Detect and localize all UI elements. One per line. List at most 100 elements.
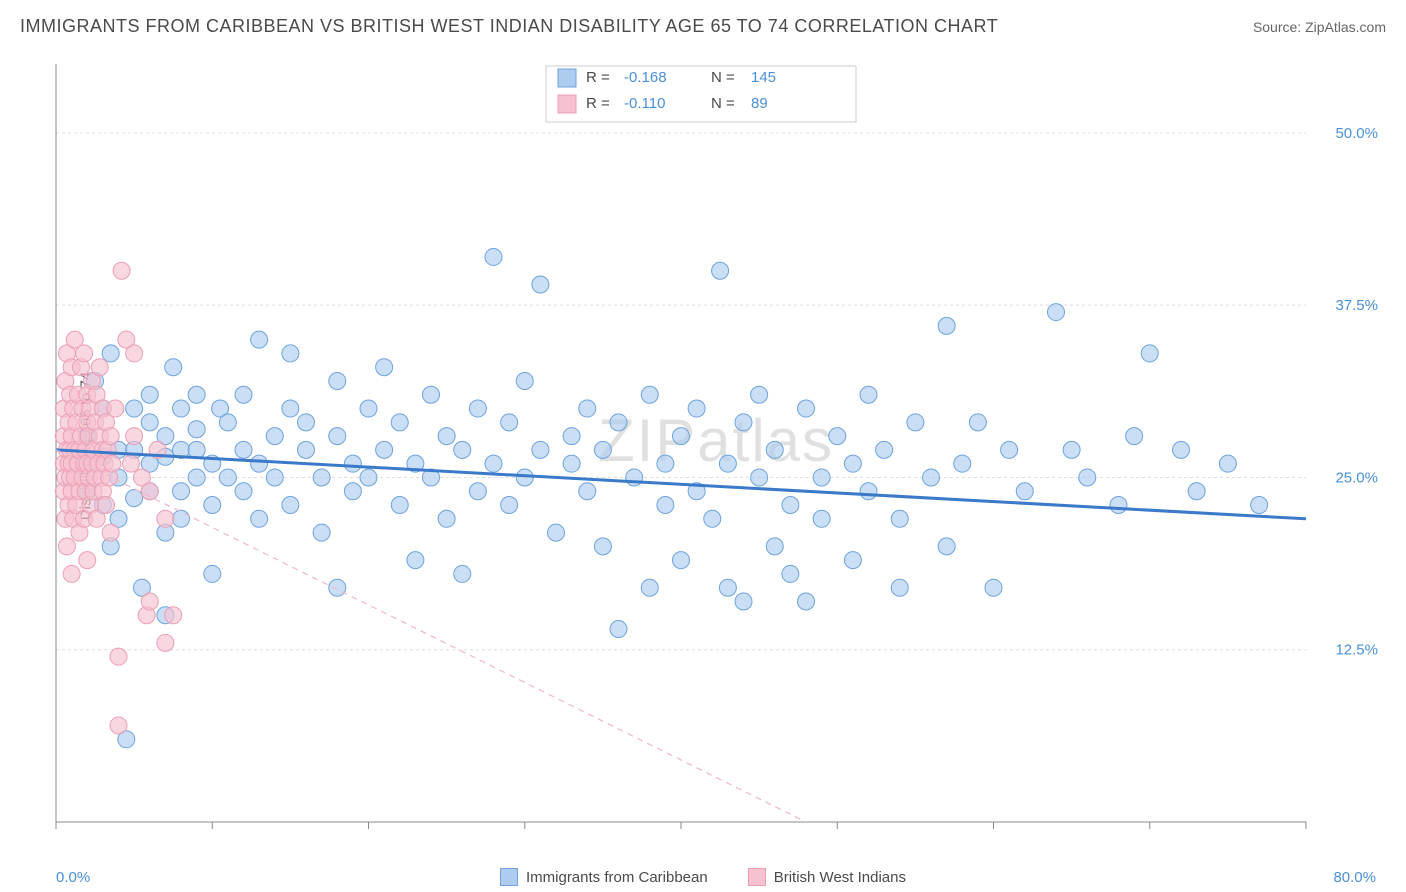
data-point: [594, 441, 611, 458]
data-point: [712, 262, 729, 279]
data-point: [657, 455, 674, 472]
data-point: [126, 345, 143, 362]
data-point: [610, 621, 627, 638]
data-point: [79, 552, 96, 569]
data-point: [391, 414, 408, 431]
data-point: [594, 538, 611, 555]
data-point: [235, 483, 252, 500]
data-point: [298, 414, 315, 431]
data-point: [110, 648, 127, 665]
data-point: [126, 428, 143, 445]
data-point: [188, 469, 205, 486]
data-point: [844, 455, 861, 472]
data-point: [1110, 497, 1127, 514]
data-point: [235, 441, 252, 458]
data-point: [282, 400, 299, 417]
data-point: [641, 579, 658, 596]
data-point: [907, 414, 924, 431]
y-tick-label: 50.0%: [1335, 125, 1378, 142]
data-point: [251, 331, 268, 348]
data-point: [141, 414, 158, 431]
data-point: [173, 483, 190, 500]
data-point: [548, 524, 565, 541]
data-point: [313, 469, 330, 486]
data-point: [501, 497, 518, 514]
data-point: [813, 469, 830, 486]
data-point: [876, 441, 893, 458]
chart-title: IMMIGRANTS FROM CARIBBEAN VS BRITISH WES…: [20, 16, 998, 37]
scatter-plot: 12.5%25.0%37.5%50.0%ZIPatlasR =-0.168N =…: [46, 60, 1386, 842]
data-point: [954, 455, 971, 472]
data-point: [719, 455, 736, 472]
data-point: [266, 469, 283, 486]
data-point: [813, 510, 830, 527]
data-point: [188, 421, 205, 438]
data-point: [782, 565, 799, 582]
data-point: [188, 386, 205, 403]
data-point: [1219, 455, 1236, 472]
data-point: [235, 386, 252, 403]
data-point: [157, 510, 174, 527]
data-point: [376, 359, 393, 376]
bottom-legend: Immigrants from CaribbeanBritish West In…: [0, 868, 1406, 886]
legend-n-label: N =: [711, 69, 735, 86]
legend-r-value: -0.110: [624, 95, 665, 112]
data-point: [438, 510, 455, 527]
legend-swatch: [558, 69, 576, 87]
data-point: [532, 276, 549, 293]
data-point: [844, 552, 861, 569]
data-point: [219, 469, 236, 486]
data-point: [985, 579, 1002, 596]
data-point: [266, 428, 283, 445]
data-point: [76, 345, 93, 362]
data-point: [1173, 441, 1190, 458]
data-point: [1048, 304, 1065, 321]
data-point: [376, 441, 393, 458]
data-point: [298, 441, 315, 458]
y-tick-label: 12.5%: [1335, 642, 1378, 659]
data-point: [313, 524, 330, 541]
data-point: [438, 428, 455, 445]
data-point: [782, 497, 799, 514]
data-point: [123, 455, 140, 472]
legend-label: British West Indians: [774, 869, 906, 886]
x-axis-end-label: 80.0%: [1333, 869, 1376, 886]
data-point: [141, 386, 158, 403]
y-tick-label: 25.0%: [1335, 469, 1378, 486]
data-point: [563, 428, 580, 445]
data-point: [423, 386, 440, 403]
data-point: [141, 483, 158, 500]
data-point: [1251, 497, 1268, 514]
data-point: [102, 524, 119, 541]
data-point: [110, 717, 127, 734]
data-point: [579, 400, 596, 417]
legend-n-label: N =: [711, 95, 735, 112]
data-point: [610, 414, 627, 431]
data-point: [1079, 469, 1096, 486]
data-point: [58, 538, 75, 555]
data-point: [173, 400, 190, 417]
data-point: [751, 386, 768, 403]
data-point: [704, 510, 721, 527]
data-point: [766, 441, 783, 458]
legend-r-label: R =: [586, 69, 610, 86]
data-point: [360, 400, 377, 417]
legend-r-value: -0.168: [624, 69, 667, 86]
watermark: ZIPatlas: [598, 407, 834, 474]
data-point: [469, 483, 486, 500]
data-point: [204, 497, 221, 514]
data-point: [360, 469, 377, 486]
data-point: [641, 386, 658, 403]
data-point: [891, 510, 908, 527]
data-point: [91, 359, 108, 376]
source-label: Source: ZipAtlas.com: [1253, 19, 1386, 35]
data-point: [798, 593, 815, 610]
data-point: [891, 579, 908, 596]
data-point: [204, 565, 221, 582]
data-point: [98, 497, 115, 514]
data-point: [1016, 483, 1033, 500]
data-point: [829, 428, 846, 445]
data-point: [469, 400, 486, 417]
data-point: [735, 414, 752, 431]
data-point: [657, 497, 674, 514]
